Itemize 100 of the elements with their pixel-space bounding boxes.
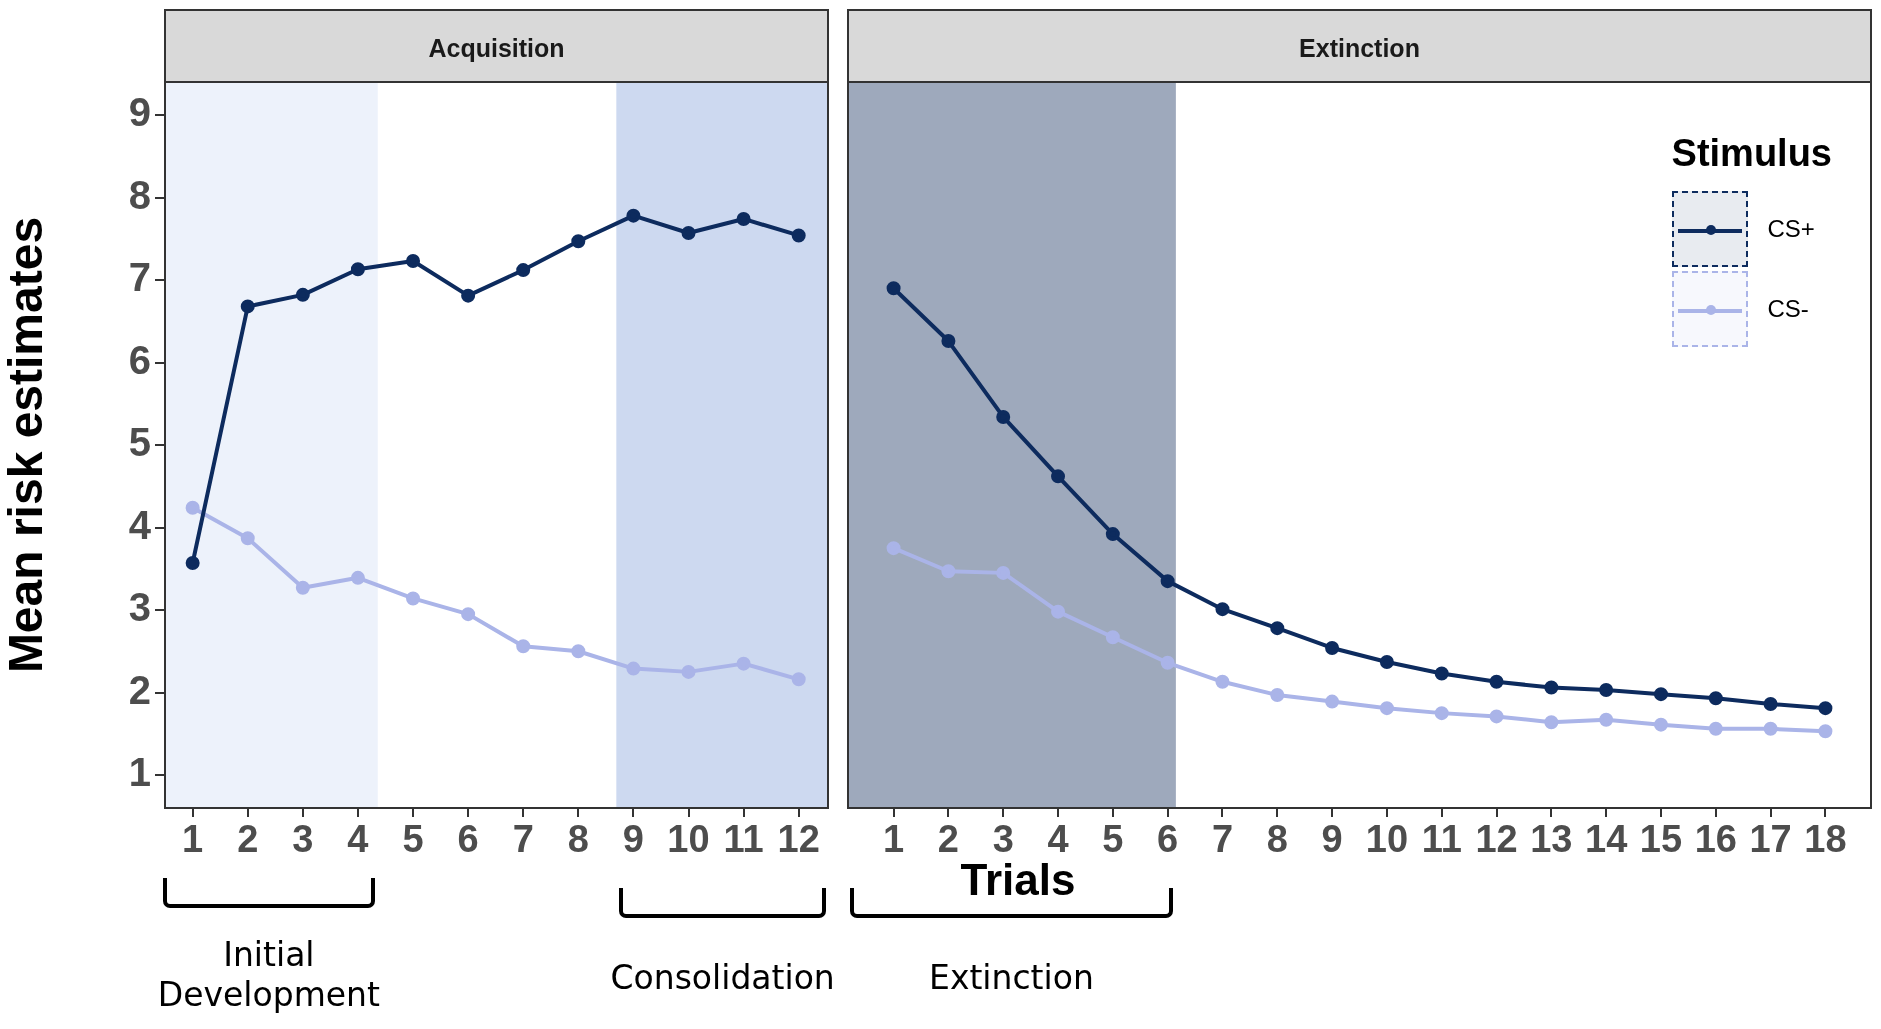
point	[350, 570, 365, 585]
point	[886, 281, 901, 296]
x-tick-label: 13	[1530, 818, 1573, 861]
point	[1379, 701, 1394, 716]
point	[1270, 687, 1285, 702]
point	[1160, 574, 1175, 589]
x-tick-label: 4	[347, 818, 369, 861]
point	[1708, 721, 1723, 736]
x-tick-label: 1	[182, 818, 204, 861]
chart-title: Acquisition	[428, 33, 565, 62]
point	[1434, 706, 1449, 721]
point	[1160, 655, 1175, 670]
x-tick-label: 11	[1421, 818, 1462, 861]
point	[461, 607, 476, 622]
point	[941, 564, 956, 579]
point	[791, 228, 806, 243]
chart-title: Extinction	[1299, 33, 1420, 62]
y-axis-title: Mean risk estimates	[0, 216, 53, 674]
point	[886, 541, 901, 556]
point	[1544, 715, 1559, 730]
point	[626, 208, 641, 223]
point	[295, 580, 310, 595]
point	[1818, 724, 1833, 739]
x-tick-label: 15	[1639, 818, 1683, 861]
point	[1653, 687, 1668, 702]
y-tick-label: 5	[128, 420, 151, 465]
x-tick-label: 12	[777, 818, 820, 861]
point	[1763, 721, 1778, 736]
x-tick-label: 7	[512, 818, 534, 861]
point	[996, 409, 1011, 424]
point	[1270, 621, 1285, 636]
y-tick-label: 6	[128, 337, 151, 382]
point	[1599, 683, 1614, 698]
x-tick-label: 5	[1102, 818, 1124, 861]
x-tick-label: 3	[292, 818, 314, 861]
point	[295, 287, 310, 302]
point	[1818, 701, 1833, 716]
x-tick-label: 12	[1475, 818, 1518, 861]
point	[571, 234, 586, 249]
x-tick-label: 2	[237, 818, 259, 861]
y-tick-label: 7	[128, 255, 151, 300]
point	[1434, 666, 1449, 681]
x-tick-label: 16	[1694, 818, 1737, 861]
x-tick-label: 18	[1804, 818, 1847, 861]
x-tick-label: 9	[1321, 818, 1343, 861]
point	[1105, 630, 1120, 645]
point	[1215, 602, 1230, 617]
point	[941, 334, 956, 349]
x-tick-label: 6	[1157, 818, 1179, 861]
point	[736, 656, 751, 671]
text: Extinction	[929, 958, 1094, 998]
point	[1544, 680, 1559, 695]
x-tick-label: 2	[937, 818, 959, 861]
x-tick-label: 6	[457, 818, 479, 861]
text: Consolidation	[610, 958, 835, 998]
legend-title: Stimulus	[1671, 132, 1832, 175]
point	[1215, 674, 1230, 689]
point	[1051, 469, 1066, 484]
point	[1051, 604, 1066, 619]
point	[996, 565, 1011, 580]
point	[1708, 691, 1723, 706]
point	[736, 211, 751, 226]
point	[461, 288, 476, 303]
point	[185, 500, 200, 515]
point	[1763, 697, 1778, 712]
text: Initial Development	[156, 935, 381, 1015]
x-tick-label: 11	[723, 818, 764, 861]
x-tick-label: 5	[402, 818, 424, 861]
point	[1489, 709, 1504, 724]
x-tick-label: 8	[567, 818, 589, 861]
point	[1379, 654, 1394, 669]
point	[626, 661, 641, 676]
y-tick-label: 4	[128, 502, 152, 547]
x-tick-label: 9	[622, 818, 644, 861]
x-tick-label: 8	[1266, 818, 1288, 861]
point	[571, 644, 586, 659]
legend-label: CS+	[1767, 215, 1815, 243]
x-tick-label: 14	[1585, 818, 1628, 861]
point	[406, 254, 421, 269]
point	[406, 591, 421, 606]
x-tick-label: 10	[667, 818, 710, 861]
point	[681, 225, 696, 240]
point	[1489, 674, 1504, 689]
point	[185, 555, 200, 570]
y-tick-label: 2	[128, 667, 151, 712]
point	[791, 672, 806, 687]
point	[681, 664, 696, 679]
point	[1653, 717, 1668, 732]
point	[516, 639, 531, 654]
x-tick-label: 1	[883, 818, 905, 861]
point	[1599, 712, 1614, 727]
x-tick-label: 7	[1211, 818, 1234, 861]
point	[240, 531, 255, 546]
y-tick-label: 9	[128, 90, 151, 135]
point	[1325, 694, 1340, 709]
point	[240, 299, 255, 314]
point	[1325, 640, 1340, 655]
y-tick-label: 1	[128, 750, 151, 795]
point	[516, 263, 531, 278]
y-tick-label: 3	[128, 585, 151, 630]
